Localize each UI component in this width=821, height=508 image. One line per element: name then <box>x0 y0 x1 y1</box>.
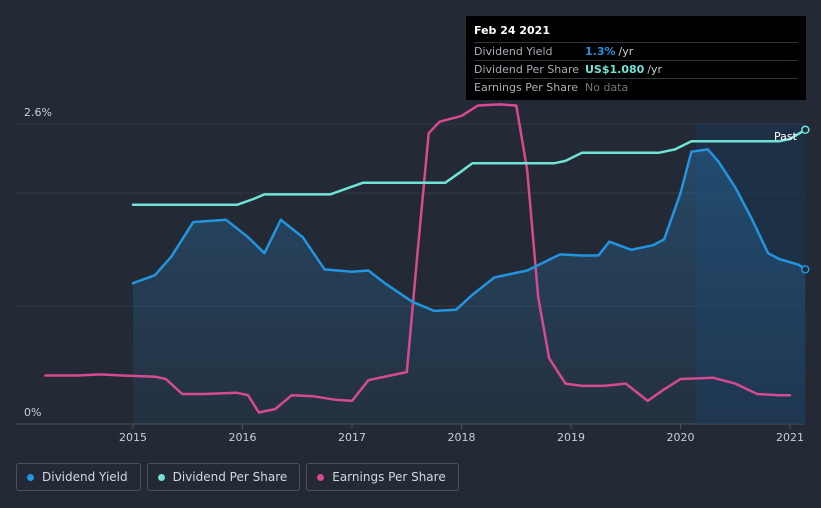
tooltip-value: No data <box>585 81 629 94</box>
legend-item-earnings-per-share[interactable]: Earnings Per Share <box>306 463 459 491</box>
tooltip-row-dividend-per-share: Dividend Per Share US$1.080 /yr <box>474 60 798 78</box>
tooltip-label: Earnings Per Share <box>474 81 579 94</box>
tooltip-value: US$1.080 <box>585 63 645 76</box>
y-tick-bottom: 0% <box>24 406 41 419</box>
x-tick-label: 2019 <box>557 431 585 444</box>
tooltip-date: Feb 24 2021 <box>474 24 550 37</box>
legend-item-dividend-yield[interactable]: Dividend Yield <box>16 463 141 491</box>
series-layer <box>44 103 810 424</box>
tooltip-unit: /yr <box>618 45 634 58</box>
dividend-yield-area <box>133 149 806 424</box>
tooltip-value: 1.3% <box>585 45 616 58</box>
legend-dot-icon <box>27 473 34 481</box>
y-tick-top: 2.6% <box>24 106 52 119</box>
x-tick-label: 2015 <box>119 431 147 444</box>
tooltip: Feb 24 2021 Dividend Yield 1.3% /yr Divi… <box>466 16 806 100</box>
legend-label: Dividend Yield <box>42 470 128 484</box>
dividend-per-share-end-marker <box>801 125 810 135</box>
legend-label: Earnings Per Share <box>332 470 446 484</box>
x-tick-label: 2016 <box>229 431 257 444</box>
earnings-per-share-line <box>44 103 792 414</box>
dividend-yield-end-marker <box>801 265 810 274</box>
dividend-per-share-line <box>131 128 807 207</box>
x-tick-label: 2020 <box>667 431 695 444</box>
legend-dot-icon <box>157 473 165 481</box>
x-tick-label: 2021 <box>776 431 804 444</box>
x-tick-label: 2018 <box>448 431 476 444</box>
tooltip-unit: /yr <box>647 63 663 76</box>
legend-label: Dividend Per Share <box>172 470 288 484</box>
legend: Dividend Yield Dividend Per Share Earnin… <box>16 463 459 491</box>
legend-dot-icon <box>317 473 325 481</box>
x-axis: 2015 2016 2017 2018 2019 2020 2021 <box>119 424 804 444</box>
legend-item-dividend-per-share[interactable]: Dividend Per Share <box>146 463 301 491</box>
x-tick-label: 2017 <box>338 431 366 444</box>
tooltip-row-earnings-per-share: Earnings Per Share No data <box>474 78 798 96</box>
tooltip-row-dividend-yield: Dividend Yield 1.3% /yr <box>474 42 798 60</box>
past-label: Past <box>774 130 798 143</box>
tooltip-label: Dividend Yield <box>474 45 553 58</box>
dividend-yield-line <box>131 148 807 313</box>
tooltip-label: Dividend Per Share <box>474 63 580 76</box>
